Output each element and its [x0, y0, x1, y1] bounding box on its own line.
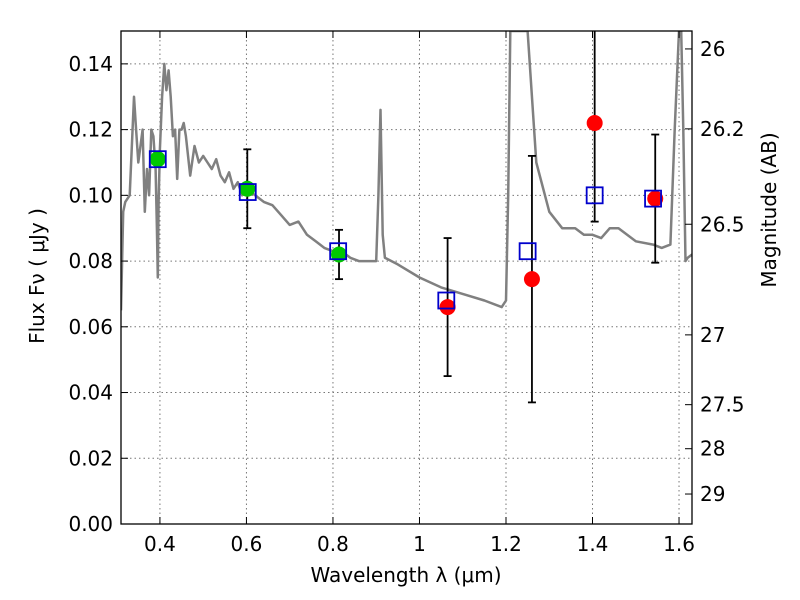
observed-point-red — [439, 299, 456, 316]
x-tick-label: 0.8 — [317, 532, 349, 556]
y-tick-label: 0.14 — [68, 52, 113, 76]
x-tick-label: 1.4 — [577, 532, 609, 556]
model-photometry-square — [238, 183, 257, 201]
y-axis-label: Flux Fν ( μJy ) — [25, 208, 49, 344]
x-tick-label: 1 — [413, 532, 426, 556]
right-axis-label: Magnitude (AB) — [757, 132, 781, 287]
observed-point-green — [149, 151, 166, 168]
y-tick-label: 0.00 — [68, 512, 113, 536]
model-spectrum-layer — [121, 31, 692, 311]
y-tick-label: 0.10 — [68, 183, 113, 207]
y-tick-label: 0.04 — [68, 381, 113, 405]
x-tick-label: 1.2 — [490, 532, 522, 556]
model-spectrum-line — [121, 31, 692, 311]
x-tick-label: 0.6 — [231, 532, 263, 556]
observed-point-red — [647, 190, 664, 207]
mag-tick-label: 26.2 — [700, 117, 745, 141]
axis-ticks: 0.4 0.6 0.8 1 1.2 1.4 1.6 0.00 0.02 0.04 0.06 0.08 0… — [68, 31, 745, 556]
model-photometry-square — [148, 150, 167, 169]
mag-tick-label: 27 — [700, 323, 725, 347]
mag-tick-label: 26 — [700, 37, 725, 61]
x-axis-label: Wavelength λ (μm) — [310, 563, 501, 587]
y-tick-label: 0.02 — [68, 446, 113, 470]
y-tick-label: 0.06 — [68, 315, 113, 339]
model-photometry-square — [585, 186, 604, 205]
model-photometry-layer — [148, 150, 662, 310]
y-tick-label: 0.12 — [68, 118, 113, 142]
grid — [121, 31, 692, 525]
model-photometry-square — [644, 189, 662, 208]
model-photometry-square — [518, 242, 537, 261]
mag-tick-label: 27.5 — [700, 393, 745, 417]
mag-tick-label: 29 — [700, 482, 725, 506]
x-tick-label: 1.6 — [663, 532, 695, 556]
mag-tick-label: 28 — [700, 437, 725, 461]
observed-point-red — [586, 115, 603, 132]
plot-frame — [120, 30, 693, 525]
observed-point-red — [523, 271, 540, 288]
model-photometry-square — [437, 291, 456, 310]
y-tick-label: 0.08 — [68, 249, 113, 273]
x-tick-label: 0.4 — [144, 532, 176, 556]
model-photometry-square — [329, 242, 348, 261]
mag-tick-label: 26.5 — [700, 212, 745, 236]
